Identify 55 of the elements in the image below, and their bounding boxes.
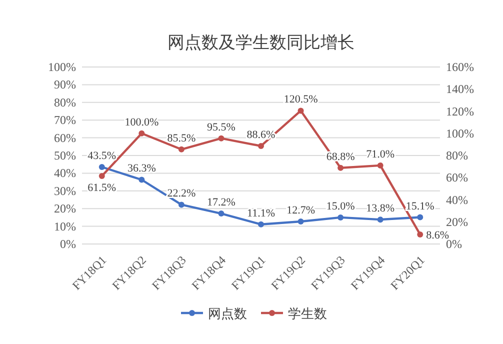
point xyxy=(98,164,105,170)
data-label: 11.1% xyxy=(246,207,276,220)
point xyxy=(377,216,384,223)
data-label: 85.5% xyxy=(167,132,196,144)
point xyxy=(338,164,344,171)
point xyxy=(417,214,424,220)
legend-label: 学生数 xyxy=(288,306,327,321)
data-label: 15.0% xyxy=(326,200,355,212)
data-label: 12.7% xyxy=(286,204,315,217)
chart-title: 网点数及学生数同比增长 xyxy=(168,33,354,52)
data-label: 36.3% xyxy=(127,162,156,175)
y2-tick-label: 80% xyxy=(446,148,468,162)
y-tick-label: 100% xyxy=(48,60,76,74)
point xyxy=(98,172,105,179)
point xyxy=(338,214,344,220)
y-tick-label: 10% xyxy=(54,219,76,234)
point xyxy=(298,218,304,225)
y2-tick-label: 20% xyxy=(446,214,468,229)
data-label: 13.8% xyxy=(366,202,395,215)
y-tick-label: 70% xyxy=(54,113,76,128)
y2-tick-label: 140% xyxy=(446,82,474,96)
data-label: 15.1% xyxy=(406,200,434,212)
y-tick-label: 80% xyxy=(54,95,76,110)
point xyxy=(218,135,224,142)
y-tick-label: 40% xyxy=(54,166,76,180)
legend-label: 网点数 xyxy=(208,306,247,321)
data-label: 100.0% xyxy=(124,116,159,128)
data-label: 17.2% xyxy=(207,196,236,209)
y2-tick-label: 160% xyxy=(446,60,474,74)
point xyxy=(298,108,304,114)
y2-tick-label: 120% xyxy=(446,104,474,118)
y2-tick-label: 60% xyxy=(446,170,468,185)
point xyxy=(218,210,224,217)
point xyxy=(138,130,145,136)
y-tick-label: 90% xyxy=(54,78,76,92)
point xyxy=(258,221,264,228)
y-tick-label: 60% xyxy=(54,130,76,145)
y-tick-label: 50% xyxy=(54,148,76,162)
y2-tick-label: 100% xyxy=(446,126,474,140)
data-label: 43.5% xyxy=(88,150,116,162)
y2-tick-label: 40% xyxy=(446,192,468,207)
data-label: 120.5% xyxy=(284,94,318,106)
y-tick-label: 20% xyxy=(54,202,76,216)
point xyxy=(258,142,264,149)
data-label: 71.0% xyxy=(366,148,395,160)
point xyxy=(377,162,384,168)
data-label: 22.2% xyxy=(167,188,196,200)
point xyxy=(178,146,184,152)
point xyxy=(417,231,424,238)
data-label: 95.5% xyxy=(207,121,236,134)
y-tick-label: 30% xyxy=(54,184,76,198)
point xyxy=(138,176,145,183)
data-label: 61.5% xyxy=(88,182,116,194)
y-tick-label: 0% xyxy=(60,237,76,251)
point xyxy=(178,202,184,208)
